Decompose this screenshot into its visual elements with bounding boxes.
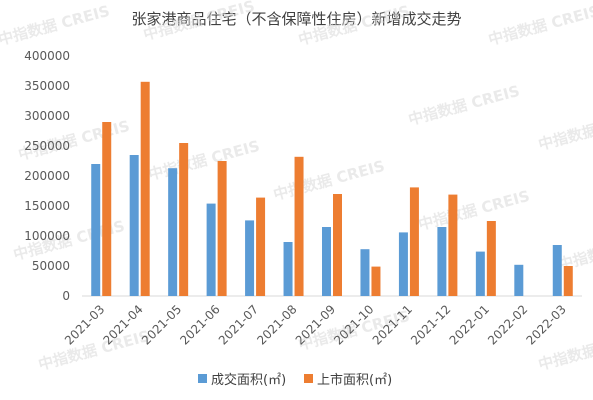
bar-transaction-2021-09	[322, 227, 331, 296]
watermark-text: 中指数据 CREIS	[486, 2, 593, 49]
bar-listing-2021-09	[333, 194, 342, 296]
watermark-text: 中指数据 CREIS	[271, 157, 386, 204]
legend: 成交面积(㎡) 上市面积(㎡)	[198, 372, 392, 388]
bar-transaction-2021-08	[283, 242, 293, 296]
bar-transaction-2022-01	[475, 251, 485, 296]
bar-transaction-2022-03	[552, 245, 562, 296]
bar-transaction-2022-02	[514, 264, 524, 296]
x-tick-label: 2021-06	[177, 302, 222, 347]
bar-listing-2021-10	[371, 266, 381, 296]
bar-transaction-2021-05	[168, 168, 178, 296]
y-tick-label: 300000	[24, 109, 70, 123]
x-tick-label: 2022-02	[485, 302, 530, 347]
y-tick-label: 150000	[24, 199, 70, 213]
bar-transaction-2021-12	[437, 227, 447, 296]
watermark-text: 中指数据 CREIS	[406, 82, 521, 129]
bar-listing-2021-04	[140, 81, 150, 296]
x-tick-label: 2022-01	[447, 302, 492, 347]
bar-listing-2021-08	[294, 156, 304, 296]
bar-listing-2021-03	[102, 122, 112, 296]
bar-listing-2021-12	[448, 194, 458, 296]
watermark-text: 中指数据 CREIS	[36, 327, 151, 374]
legend-label: 成交面积(㎡)	[211, 372, 286, 388]
bar-listing-2021-11	[409, 187, 419, 296]
x-tick-label: 2021-07	[216, 302, 261, 347]
bar-transaction-2021-07	[245, 220, 255, 296]
bar-transaction-2021-06	[206, 203, 216, 296]
bar-transaction-2021-10	[360, 249, 370, 296]
y-tick-label: 350000	[24, 79, 70, 93]
legend-label: 上市面积(㎡)	[317, 372, 392, 388]
y-tick-label: 200000	[24, 169, 70, 183]
y-axis-ticks: 0 50000 100000 150000 200000 250000 300000 3500…	[24, 49, 70, 303]
y-tick-label: 100000	[24, 229, 70, 243]
bar-transaction-2021-04	[129, 155, 139, 296]
watermark-text: 中指数据 CREIS	[556, 227, 593, 274]
bars-group	[91, 81, 573, 296]
y-tick-label: 0	[62, 289, 70, 303]
y-tick-label: 50000	[32, 259, 70, 273]
x-tick-label: 2022-03	[524, 302, 569, 347]
x-tick-label: 2021-05	[139, 302, 184, 347]
x-tick-label: 2021-08	[254, 302, 299, 347]
y-tick-label: 400000	[24, 49, 70, 63]
x-tick-label: 2021-12	[408, 302, 453, 347]
legend-swatch	[198, 374, 207, 383]
y-tick-label: 250000	[24, 139, 70, 153]
chart-title: 张家港商品住宅（不含保障性住房）新增成交走势	[131, 10, 462, 28]
watermark-text: 中指数据 CREIS	[146, 137, 261, 184]
bar-listing-2021-06	[217, 161, 227, 296]
bar-transaction-2021-11	[398, 232, 408, 296]
bar-listing-2021-07	[256, 197, 266, 296]
watermark-text: 中指数据 CREIS	[416, 187, 531, 234]
watermark-text: 中指数据 CREIS	[0, 2, 112, 49]
bar-listing-2022-03	[563, 266, 573, 296]
watermark-text: 中指数据 CREIS	[296, 2, 411, 49]
bar-listing-2021-05	[179, 143, 189, 296]
bar-transaction-2021-03	[91, 164, 101, 296]
legend-swatch	[304, 374, 313, 383]
bar-listing-2022-01	[486, 221, 496, 296]
watermark-text: 中指数据 CREIS	[536, 107, 593, 154]
watermark-text: 中指数据 CREIS	[141, 0, 256, 44]
